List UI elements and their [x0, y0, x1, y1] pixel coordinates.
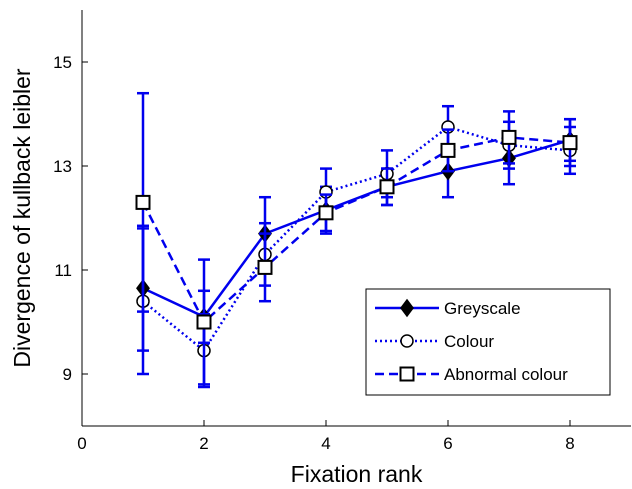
- x-axis-label: Fixation rank: [291, 461, 423, 487]
- y-tick-label: 15: [53, 53, 72, 72]
- series-abnormal-colour: [135, 91, 578, 386]
- y-axis-label: Divergence of kullback leibler: [9, 68, 35, 367]
- axes: 0 2 4 6 8 9 11 13 15: [53, 10, 631, 453]
- x-tick-label: 6: [443, 434, 452, 453]
- data-point: [379, 179, 395, 195]
- legend-marker: [400, 298, 414, 318]
- plot-area: [135, 91, 578, 389]
- data-point: [196, 314, 212, 330]
- series-line: [142, 138, 571, 319]
- y-tick-label: 9: [63, 365, 72, 384]
- legend-marker: [399, 366, 415, 382]
- data-point: [440, 142, 456, 158]
- legend: Greyscale Colour Abnormal colour: [365, 288, 611, 396]
- legend-label: Greyscale: [444, 299, 521, 318]
- legend-marker: [400, 334, 414, 348]
- data-point: [501, 129, 517, 145]
- data-point: [562, 135, 578, 151]
- data-point: [257, 259, 273, 275]
- y-tick-label: 11: [54, 261, 72, 280]
- series-line: [141, 136, 571, 325]
- x-tick-label: 0: [77, 434, 86, 453]
- data-point: [135, 194, 151, 210]
- y-tick-label: 13: [53, 157, 72, 176]
- x-tick-label: 2: [199, 434, 208, 453]
- x-tick-label: 4: [321, 434, 330, 453]
- legend-label: Abnormal colour: [444, 365, 568, 384]
- series-line: [142, 125, 571, 353]
- legend-label: Colour: [444, 332, 494, 351]
- data-point: [318, 205, 334, 221]
- x-tick-label: 8: [565, 434, 574, 453]
